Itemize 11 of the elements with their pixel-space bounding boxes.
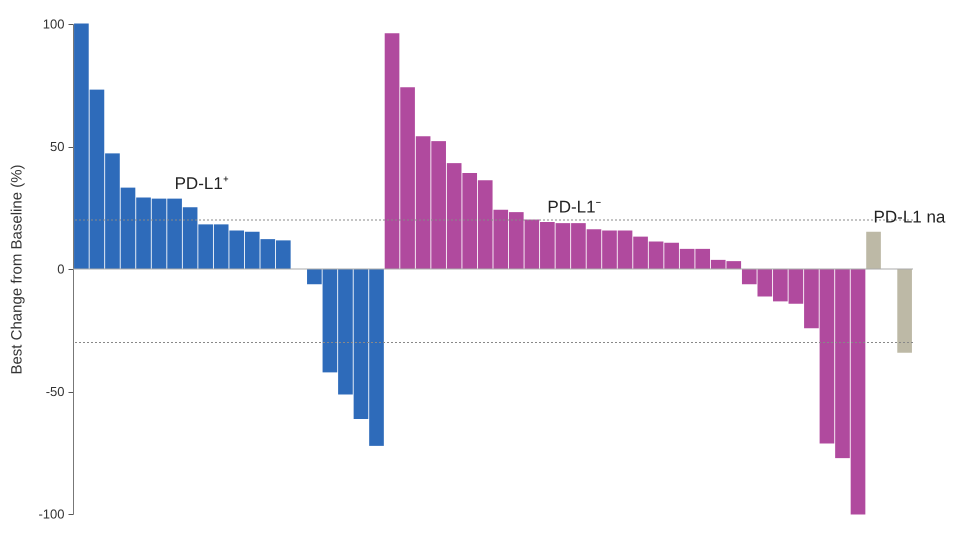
y-tick-label: -100 — [38, 506, 64, 522]
y-tick-label: 100 — [42, 16, 64, 32]
series-label: PD-L1⁺ — [174, 174, 229, 194]
y-tick-label: 50 — [50, 139, 64, 154]
y-tick-label: 0 — [57, 262, 64, 276]
y-tick-label: -50 — [46, 384, 64, 399]
series-label: PD-L1 na — [874, 207, 946, 226]
bar — [897, 268, 912, 353]
bar — [866, 232, 881, 270]
y-axis-title: Best Change from Baseline (%) — [8, 164, 26, 375]
series-label: PD-L1⁻ — [547, 197, 602, 216]
